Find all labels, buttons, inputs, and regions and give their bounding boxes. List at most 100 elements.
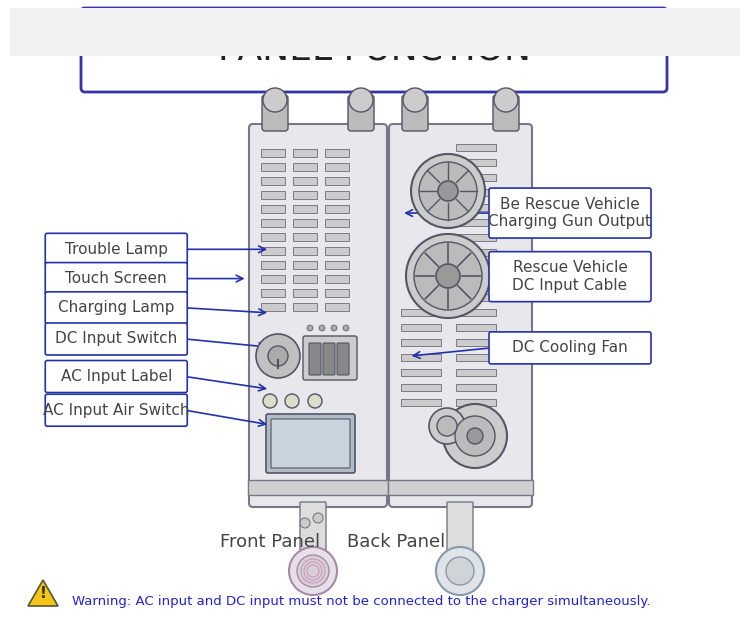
Circle shape [446,557,474,585]
Bar [248,480,388,495]
Bar [401,354,441,361]
Bar [325,303,349,311]
FancyBboxPatch shape [493,95,519,131]
Bar [261,191,285,199]
Circle shape [494,88,518,112]
Circle shape [256,334,300,378]
Bar [325,149,349,157]
Bar [456,189,496,196]
Bar [456,294,496,301]
Bar [456,309,496,316]
Polygon shape [28,580,58,606]
Bar [456,339,496,346]
Circle shape [403,88,427,112]
Circle shape [530,336,534,340]
Circle shape [436,264,460,288]
Bar [293,163,317,171]
Circle shape [436,547,484,595]
Circle shape [289,547,337,595]
Circle shape [263,394,277,408]
Bar [456,369,496,376]
FancyBboxPatch shape [489,188,651,238]
Bar [293,303,317,311]
Bar [456,354,496,361]
FancyBboxPatch shape [45,263,188,294]
Bar [456,324,496,331]
Bar [325,261,349,269]
Text: Warning: AC input and DC input must not be connected to the charger simultaneous: Warning: AC input and DC input must not … [72,595,650,609]
Bar [456,144,496,151]
FancyBboxPatch shape [249,124,387,507]
Bar [261,177,285,185]
Circle shape [406,234,490,318]
Bar [325,233,349,241]
Circle shape [331,325,337,331]
Bar [456,264,496,271]
Bar [401,339,441,346]
Bar [261,303,285,311]
Bar [456,219,496,226]
FancyBboxPatch shape [489,252,651,301]
Bar [456,159,496,166]
Bar [325,191,349,199]
Bar [293,233,317,241]
FancyBboxPatch shape [303,336,357,380]
Circle shape [263,88,287,112]
Bar [325,275,349,283]
Bar [325,177,349,185]
Circle shape [414,242,482,310]
Circle shape [411,154,485,228]
FancyBboxPatch shape [266,414,355,473]
Circle shape [268,346,288,366]
FancyBboxPatch shape [45,292,188,324]
Circle shape [300,518,310,528]
Bar [388,480,533,495]
Circle shape [349,88,373,112]
Text: Trouble Lamp: Trouble Lamp [64,242,168,257]
Circle shape [467,428,483,444]
Circle shape [297,555,329,587]
Text: AC Input Label: AC Input Label [61,369,172,384]
Circle shape [343,325,349,331]
Text: PANEL FUNCTION: PANEL FUNCTION [217,33,530,67]
Text: Touch Screen: Touch Screen [65,271,167,286]
FancyBboxPatch shape [81,8,667,92]
Bar [261,163,285,171]
Bar [293,275,317,283]
Bar [456,399,496,406]
Text: DC Cooling Fan: DC Cooling Fan [512,340,628,356]
Bar [401,324,441,331]
Circle shape [308,394,322,408]
Text: Rescue Vehicle
DC Input Cable: Rescue Vehicle DC Input Cable [512,261,628,293]
Bar [261,149,285,157]
Bar [456,384,496,391]
FancyBboxPatch shape [389,124,532,507]
Bar [261,247,285,255]
Bar [293,177,317,185]
FancyBboxPatch shape [45,361,188,392]
Bar [325,205,349,213]
FancyBboxPatch shape [45,233,188,265]
Bar [325,163,349,171]
Circle shape [429,408,465,444]
Circle shape [319,325,325,331]
Bar [293,149,317,157]
Text: Be Rescue Vehicle
Charging Gun Output: Be Rescue Vehicle Charging Gun Output [488,197,652,229]
FancyBboxPatch shape [45,394,188,426]
Bar [325,247,349,255]
FancyBboxPatch shape [323,343,335,375]
Bar [325,219,349,227]
Bar [293,219,317,227]
FancyBboxPatch shape [447,502,473,559]
FancyBboxPatch shape [348,95,374,131]
Text: !: ! [40,586,46,602]
Bar [293,247,317,255]
Bar [261,289,285,297]
Bar [293,289,317,297]
Circle shape [313,513,323,523]
Bar [456,234,496,241]
Bar [401,369,441,376]
Bar [456,249,496,256]
Bar [401,309,441,316]
Bar [261,233,285,241]
